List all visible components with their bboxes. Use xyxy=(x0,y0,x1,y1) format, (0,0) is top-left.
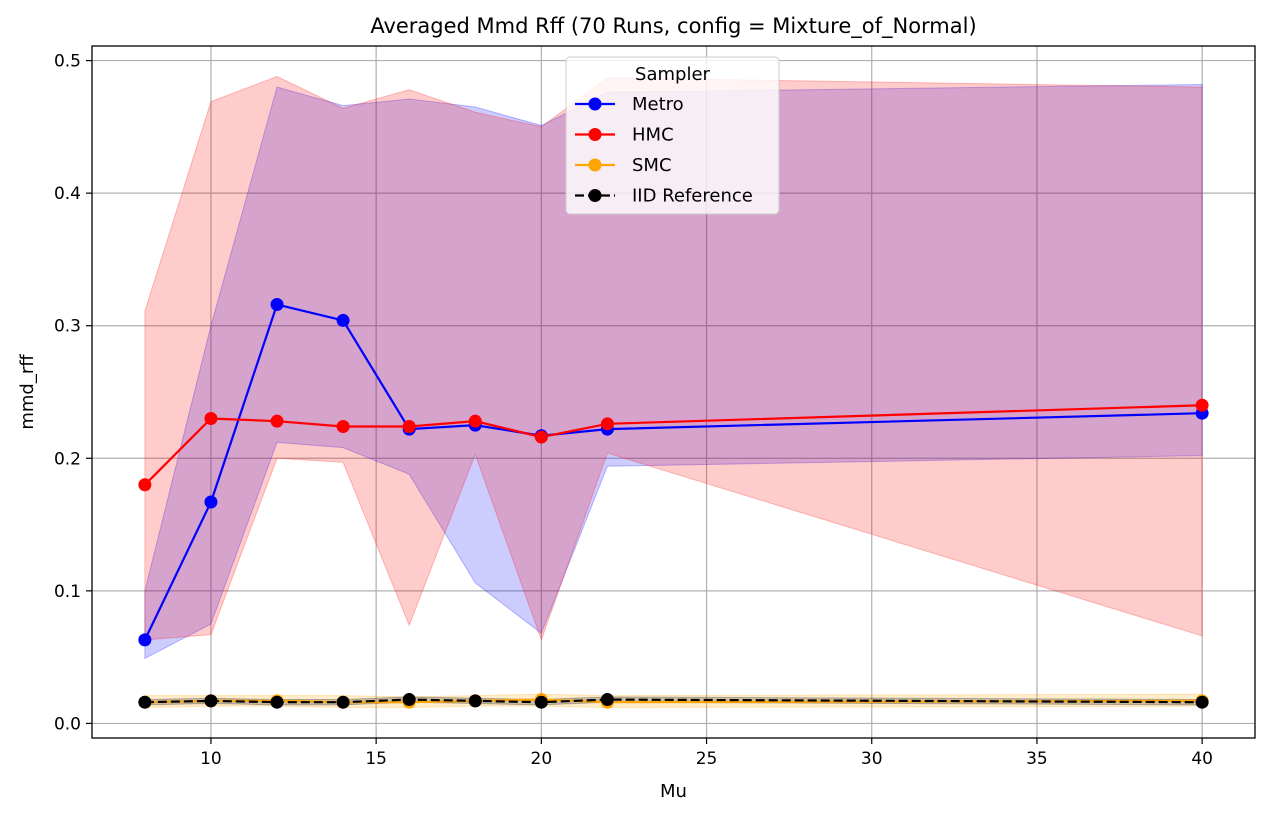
point-metro xyxy=(204,495,218,509)
axis-ticks: 10 15 20 25 30 35 40 0.0 0.1 0.2 0.3 0.4 0.5 xyxy=(54,52,1213,769)
point-hmc xyxy=(336,419,350,433)
series-markers xyxy=(138,298,1209,709)
band-hmc xyxy=(144,75,1203,642)
x-tick-label: 10 xyxy=(200,749,222,769)
point-hmc xyxy=(1195,398,1209,412)
point-iid-reference xyxy=(1195,695,1209,709)
point-metro xyxy=(138,633,152,647)
point-iid-reference xyxy=(468,694,482,708)
legend-items: Metro HMC SMC IID Reference xyxy=(575,94,753,207)
point-metro xyxy=(270,298,284,312)
legend-title: Sampler xyxy=(635,64,710,85)
chart-title: Averaged Mmd Rff (70 Runs, config = Mixt… xyxy=(370,14,976,39)
x-tick-label: 35 xyxy=(1026,749,1048,769)
y-tick-label: 0.2 xyxy=(54,449,81,469)
legend-marker-metro xyxy=(588,97,602,111)
legend-label-iid-reference: IID Reference xyxy=(632,186,753,207)
legend-label-metro: Metro xyxy=(632,94,684,115)
point-hmc xyxy=(138,478,152,492)
legend-label-hmc: HMC xyxy=(632,125,674,146)
y-tick-label: 0.3 xyxy=(54,317,81,337)
y-tick-label: 0.4 xyxy=(54,184,81,204)
legend-box xyxy=(565,56,780,215)
y-axis-label: mmd_rff xyxy=(17,354,38,430)
point-hmc xyxy=(468,414,482,428)
y-tick-label: 0.0 xyxy=(54,714,81,734)
plot-frame xyxy=(91,45,1256,739)
legend: Sampler Metro HMC SMC IID Reference xyxy=(565,56,780,215)
band-metro xyxy=(144,83,1203,660)
point-iid-reference xyxy=(204,694,218,708)
point-hmc xyxy=(600,417,614,431)
y-tick-label: 0.1 xyxy=(54,582,81,602)
x-tick-label: 40 xyxy=(1191,749,1213,769)
x-tick-label: 20 xyxy=(531,749,553,769)
point-iid-reference xyxy=(534,695,548,709)
point-metro xyxy=(336,313,350,327)
point-iid-reference xyxy=(138,695,152,709)
point-iid-reference xyxy=(402,693,416,707)
x-tick-label: 15 xyxy=(365,749,387,769)
point-hmc xyxy=(270,414,284,428)
point-iid-reference xyxy=(600,693,614,707)
legend-marker-hmc xyxy=(588,128,602,141)
x-tick-label: 25 xyxy=(696,749,718,769)
point-hmc xyxy=(204,412,218,426)
grid-lines xyxy=(92,46,1255,738)
legend-marker-iid-reference xyxy=(588,189,602,202)
legend-marker-smc xyxy=(588,158,602,172)
point-hmc xyxy=(534,430,548,444)
x-axis-label: Mu xyxy=(660,781,687,802)
y-tick-label: 0.5 xyxy=(54,52,81,72)
x-tick-label: 30 xyxy=(861,749,883,769)
legend-label-smc: SMC xyxy=(632,155,672,176)
point-hmc xyxy=(402,419,416,433)
point-iid-reference xyxy=(336,695,350,709)
point-iid-reference xyxy=(270,695,284,709)
